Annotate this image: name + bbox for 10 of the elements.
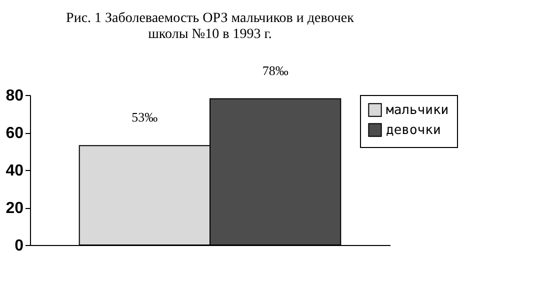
- y-tick-label: 40: [6, 162, 24, 180]
- data-label: 53‰: [132, 110, 158, 125]
- y-tick-label: 60: [6, 125, 24, 142]
- y-tick-label: 20: [6, 200, 24, 217]
- legend-label: мальчики: [386, 103, 449, 118]
- chart-title: Рис. 1 Заболеваемость ОРЗ мальчиков и девочек школы №10 в 1993 г.: [66, 10, 354, 42]
- legend-label: девочки: [386, 123, 441, 138]
- data-label: 78‰: [262, 62, 288, 78]
- y-tick-label: 0: [14, 238, 24, 254]
- y-tick-label: 80: [6, 88, 24, 104]
